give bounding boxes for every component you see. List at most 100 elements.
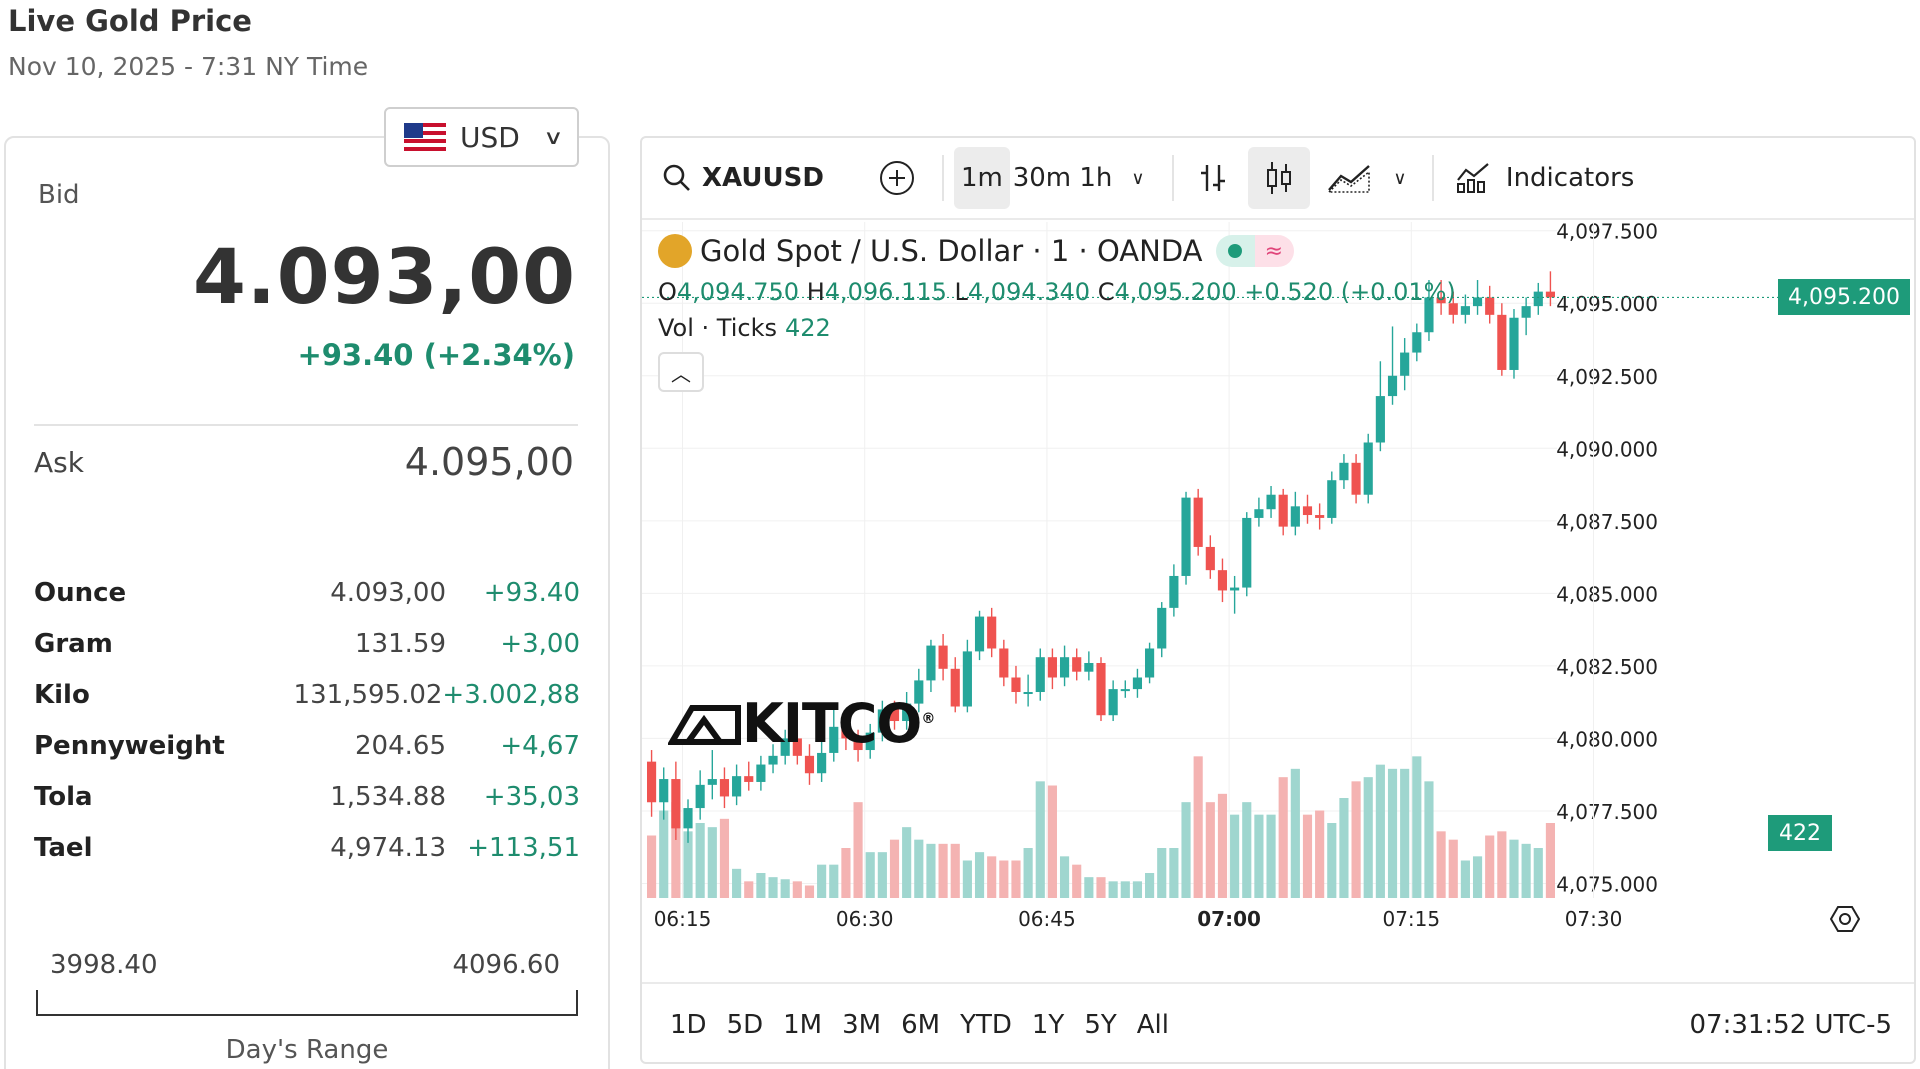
range-button-1d[interactable]: 1D bbox=[670, 1010, 707, 1040]
range-button-6m[interactable]: 6M bbox=[901, 1010, 941, 1040]
candle-body bbox=[756, 764, 766, 782]
candle-body bbox=[914, 680, 924, 704]
x-tick-label: 06:30 bbox=[836, 907, 894, 931]
candle-style-button[interactable] bbox=[1247, 147, 1310, 209]
candle-body bbox=[1339, 462, 1349, 481]
x-tick-label: 07:00 bbox=[1197, 907, 1261, 931]
last-volume-tag: 422 bbox=[1768, 815, 1832, 851]
candle-body bbox=[1169, 575, 1179, 608]
range-button-1y[interactable]: 1Y bbox=[1031, 1010, 1065, 1040]
volume-bar bbox=[841, 848, 851, 898]
volume-bar bbox=[780, 879, 790, 898]
range-toolbar: 1D 5D 1M 3M 6M YTD 1Y 5Y All 07:31:52 UT… bbox=[642, 982, 1914, 1062]
bar-style-button[interactable] bbox=[1182, 147, 1244, 209]
legend-symbol-title: Gold Spot / U.S. Dollar · 1 · OANDA bbox=[700, 234, 1203, 268]
range-button-1m[interactable]: 1M bbox=[783, 1010, 823, 1040]
volume-bar bbox=[1205, 802, 1215, 898]
volume-bar bbox=[1157, 848, 1167, 898]
candle-body bbox=[1363, 442, 1373, 495]
volume-bar bbox=[1169, 848, 1179, 898]
interval-dropdown-chevron-icon[interactable]: ∨ bbox=[1131, 167, 1145, 189]
candle-body bbox=[1351, 462, 1361, 495]
volume-bar bbox=[1460, 860, 1470, 898]
unit-price: 131.59 bbox=[355, 628, 446, 659]
search-icon bbox=[663, 164, 690, 191]
unit-row-pennyweight: Pennyweight 204.65 +4,67 bbox=[34, 720, 580, 771]
y-tick-label: 4,087.500 bbox=[1556, 510, 1658, 534]
unit-row-tael: Tael 4,974.13 +113,51 bbox=[34, 822, 580, 873]
chart-settings-icon[interactable] bbox=[1830, 904, 1860, 934]
compare-symbol-button[interactable] bbox=[866, 147, 928, 209]
candle-body bbox=[1509, 317, 1519, 370]
indicators-label: Indicators bbox=[1505, 163, 1635, 193]
toolbar-separator bbox=[941, 155, 944, 201]
volume-bar bbox=[792, 881, 802, 898]
candle-body bbox=[732, 776, 742, 797]
candle-body bbox=[1400, 352, 1410, 376]
candle-body bbox=[1387, 375, 1398, 397]
collapse-legend-button[interactable]: ︿ bbox=[658, 352, 704, 392]
price-chart[interactable]: 4,097.500 4,095.000 4,092.500 4,090.000 4,08… bbox=[642, 220, 1916, 982]
unit-price: 204.65 bbox=[355, 730, 446, 761]
chart-widget: XAUUSD 1m 30m 1h ∨ ∨ Indicators 4,097.50… bbox=[640, 136, 1916, 1064]
chart-area[interactable]: 4,097.500 4,095.000 4,092.500 4,090.000 4,08… bbox=[642, 220, 1916, 982]
volume-bar bbox=[1145, 873, 1155, 898]
volume-bar bbox=[877, 852, 887, 898]
chart-type-button[interactable] bbox=[1318, 147, 1380, 209]
close-value: 4,095.200 bbox=[1114, 278, 1237, 306]
interval-1m[interactable]: 1m bbox=[953, 147, 1010, 209]
volume-bar bbox=[902, 827, 912, 898]
unit-change: +4,67 bbox=[500, 730, 580, 761]
candle-body bbox=[950, 668, 960, 707]
currency-label: USD bbox=[460, 120, 520, 154]
candle-body bbox=[695, 784, 705, 809]
interval-1h[interactable]: 1h bbox=[1079, 163, 1113, 193]
volume-bar bbox=[865, 852, 875, 898]
candle-body bbox=[792, 738, 802, 756]
volume-bar bbox=[1533, 848, 1543, 898]
volume-bar bbox=[1387, 768, 1398, 898]
us-flag-icon bbox=[404, 123, 446, 151]
unit-name: Kilo bbox=[34, 679, 90, 710]
volume-bar bbox=[1132, 881, 1143, 898]
candle-body bbox=[829, 726, 839, 753]
candle-body bbox=[1485, 297, 1495, 315]
candle-body bbox=[865, 732, 875, 751]
volume-bar bbox=[647, 835, 657, 898]
range-button-ytd[interactable]: YTD bbox=[960, 1010, 1012, 1040]
day-range-high: 4096.60 bbox=[452, 950, 560, 980]
range-button-3m[interactable]: 3M bbox=[842, 1010, 882, 1040]
volume-bar bbox=[950, 843, 960, 898]
interval-30m[interactable]: 30m bbox=[1012, 163, 1072, 193]
symbol-search[interactable]: XAUUSD bbox=[642, 147, 840, 209]
change-value: +0.520 (+0.01%) bbox=[1244, 278, 1456, 306]
currency-select[interactable]: USD ∨ bbox=[384, 107, 579, 167]
high-label: H bbox=[806, 278, 825, 306]
candle-body bbox=[1254, 509, 1264, 518]
candle-body bbox=[1120, 689, 1130, 692]
ask-label: Ask bbox=[34, 446, 84, 479]
volume-bar bbox=[1497, 831, 1507, 898]
volume-label: Vol · Ticks bbox=[658, 314, 777, 342]
y-tick-label: 4,082.500 bbox=[1556, 655, 1658, 679]
unit-name: Ounce bbox=[34, 577, 127, 608]
indicators-button[interactable]: Indicators bbox=[1456, 147, 1634, 209]
volume-bar bbox=[683, 831, 693, 898]
range-button-all[interactable]: All bbox=[1136, 1010, 1169, 1040]
x-tick-label: 07:15 bbox=[1382, 907, 1440, 931]
volume-bar bbox=[1181, 802, 1191, 898]
y-tick-label: 4,097.500 bbox=[1556, 222, 1658, 244]
candle-body bbox=[1157, 607, 1167, 649]
chart-clock: 07:31:52 UTC-5 bbox=[1689, 1010, 1892, 1040]
range-button-5d[interactable]: 5D bbox=[726, 1010, 764, 1040]
range-button-5y[interactable]: 5Y bbox=[1084, 1010, 1117, 1040]
candle-body bbox=[877, 709, 887, 733]
market-status-pill[interactable]: ≈ bbox=[1216, 235, 1295, 267]
unit-name: Pennyweight bbox=[34, 730, 225, 761]
candle-body bbox=[938, 645, 948, 669]
bid-change: +93.40 (+2.34%) bbox=[297, 338, 575, 372]
low-value: 4,094.340 bbox=[967, 278, 1091, 306]
volume-bar bbox=[1096, 877, 1106, 898]
chart-type-chevron-icon[interactable]: ∨ bbox=[1393, 167, 1407, 189]
volume-bar bbox=[1545, 823, 1555, 898]
